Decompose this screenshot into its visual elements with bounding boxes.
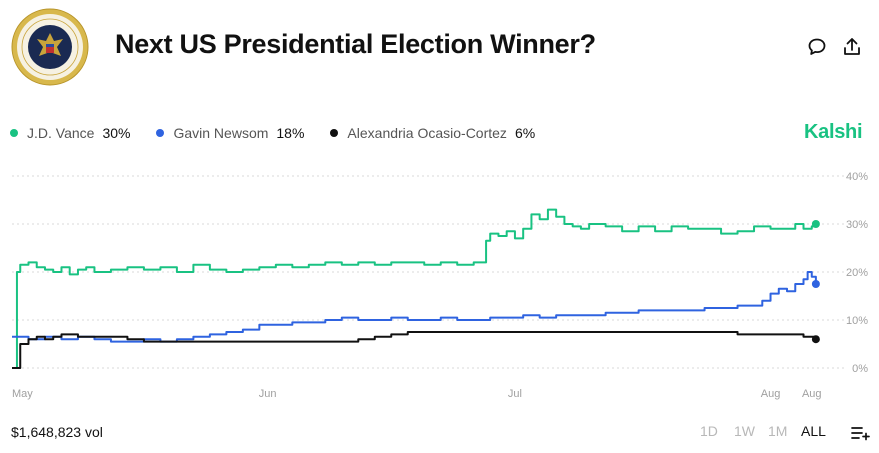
y-tick-label: 0% <box>852 363 868 375</box>
share-icon[interactable] <box>841 36 863 58</box>
kalshi-logo[interactable]: Kalshi <box>804 121 863 143</box>
legend-label: J.D. Vance <box>27 125 95 141</box>
legend-value: 18% <box>276 125 305 141</box>
series-line <box>12 208 817 369</box>
volume-label: $1,648,823 vol <box>11 424 103 440</box>
legend-dot <box>330 129 339 137</box>
legend: J.D. Vance 30% Gavin Newsom 18% Alexandr… <box>10 123 561 143</box>
y-tick-label: 30% <box>846 219 868 231</box>
presidential-seal-icon <box>11 8 89 86</box>
series-end-point <box>811 220 820 228</box>
price-chart[interactable]: 0% 10% 20% 30% 40% May Jun Jul Aug Aug <box>0 160 879 410</box>
series-end-point <box>811 335 820 344</box>
x-tick-label: Aug <box>802 388 822 400</box>
series-line <box>12 271 817 343</box>
x-tick-label: Jul <box>508 388 522 400</box>
legend-label: Gavin Newsom <box>173 125 269 141</box>
legend-value: 6% <box>514 125 536 141</box>
x-tick-label: Jun <box>259 388 277 400</box>
x-tick-label: May <box>12 388 33 400</box>
legend-dot <box>156 129 165 137</box>
list-add-icon[interactable] <box>850 424 870 442</box>
legend-dot <box>10 129 18 137</box>
footer: $1,648,823 vol 1D 1W 1M ALL <box>0 418 879 448</box>
y-tick-label: 10% <box>846 315 868 327</box>
legend-label: Alexandria Ocasio-Cortez <box>347 125 507 141</box>
y-tick-label: 20% <box>846 267 868 279</box>
legend-item-newsom: Gavin Newsom 18% <box>156 125 304 141</box>
range-1m[interactable]: 1M <box>768 423 788 439</box>
comment-icon[interactable] <box>806 36 828 58</box>
range-1w[interactable]: 1W <box>734 423 755 439</box>
legend-item-ocasio-cortez: Alexandria Ocasio-Cortez 6% <box>330 125 535 141</box>
header: Next US Presidential Election Winner? <box>0 0 879 100</box>
range-1d[interactable]: 1D <box>700 423 718 439</box>
legend-value: 30% <box>102 125 131 141</box>
series-line <box>12 331 817 369</box>
series-end-point <box>811 280 820 288</box>
x-tick-label: Aug <box>761 388 781 400</box>
range-all[interactable]: ALL <box>801 423 826 439</box>
page-title: Next US Presidential Election Winner? <box>115 29 596 59</box>
range-selector: 1D 1W 1M ALL <box>700 423 826 439</box>
legend-item-vance: J.D. Vance 30% <box>10 125 130 141</box>
y-tick-label: 40% <box>846 171 868 183</box>
